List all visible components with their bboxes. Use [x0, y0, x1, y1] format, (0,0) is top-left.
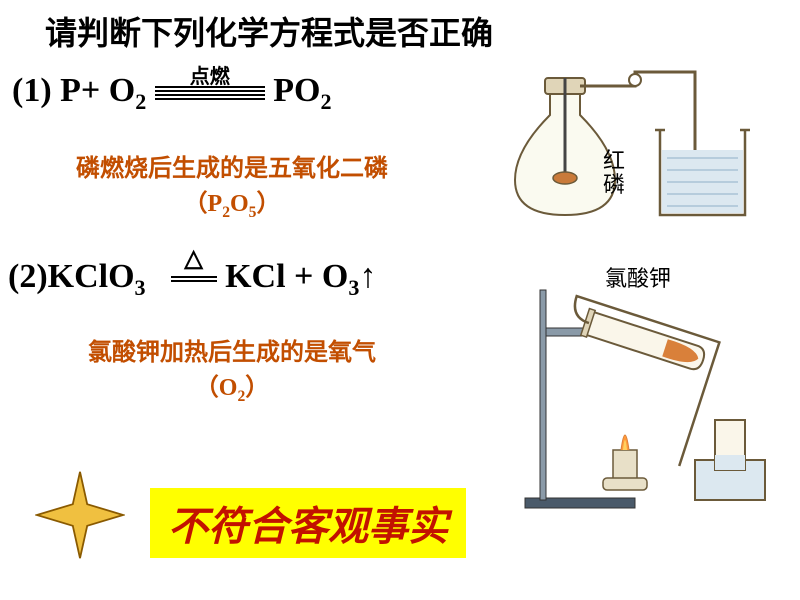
eq2-arrow: △	[171, 274, 217, 284]
equation-2: (2)KClO3 △ KCl + O3↑	[8, 258, 376, 301]
eq1-arrow: 点燃	[155, 84, 265, 102]
star-icon	[35, 470, 125, 560]
diagram1-label-1: 红	[603, 148, 625, 173]
diagram2-label: 氯酸钾	[605, 266, 671, 291]
note2-close: ）	[245, 375, 269, 401]
diagram-kclo3: 氯酸钾	[495, 260, 775, 525]
eq1-rhs: PO	[273, 72, 320, 109]
note2-open: （	[195, 375, 219, 401]
eq2-delta: △	[171, 244, 217, 273]
note2-formula: O2	[219, 375, 245, 401]
eq2-sub1: 3	[135, 275, 146, 300]
eq2-rhs: KCl + O	[225, 258, 348, 295]
eq1-sub1: 2	[135, 89, 146, 114]
diagram1-label-2: 磷	[603, 172, 625, 197]
eq2-sub2: 3	[348, 275, 359, 300]
equation-1: (1) P+ O2 点燃 PO2	[12, 72, 332, 115]
conclusion-banner: 不符合客观事实	[150, 488, 466, 558]
note1-close: ）	[256, 191, 280, 217]
eq1-sub2: 2	[321, 89, 332, 114]
eq2-arrow-up: ↑	[359, 258, 376, 295]
eq1-condition: 点燃	[155, 60, 265, 89]
note1-formula: P2O5	[208, 191, 257, 217]
page-title: 请判断下列化学方程式是否正确	[45, 8, 493, 54]
eq2-lines	[171, 276, 217, 282]
diagram-phosphorus: 红 磷	[495, 50, 775, 240]
eq1-lhs: (1) P+ O	[12, 72, 135, 109]
note1-open: （	[184, 191, 208, 217]
note1-line1: 磷燃烧后生成的是五氧化二磷	[76, 156, 388, 182]
note2-line1: 氯酸钾加热后生成的是氧气	[88, 340, 376, 366]
note-2: 氯酸钾加热后生成的是氧气 （O2）	[12, 332, 452, 406]
eq2-lhs: (2)KClO	[8, 258, 135, 295]
note-1: 磷燃烧后生成的是五氧化二磷 （P2O5）	[12, 148, 452, 222]
